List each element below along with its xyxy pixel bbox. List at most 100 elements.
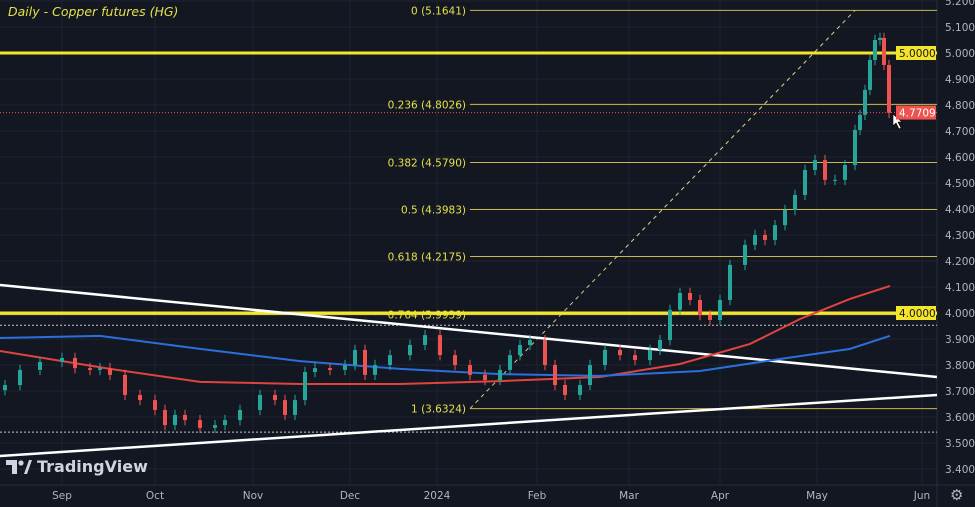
candle-body — [183, 414, 187, 421]
candle-body — [388, 355, 392, 365]
candle — [60, 352, 64, 368]
candle — [773, 219, 777, 246]
gear-icon[interactable]: ⚙ — [950, 486, 964, 504]
candle-body — [18, 369, 22, 386]
candle-body — [60, 357, 64, 362]
candle — [88, 362, 92, 376]
candle — [183, 409, 187, 426]
candle-body — [633, 355, 637, 361]
candle — [753, 229, 757, 251]
candle-body — [843, 165, 847, 180]
candle — [718, 294, 722, 326]
candle-body — [153, 400, 157, 410]
candle-body — [258, 394, 262, 410]
candle-body — [468, 365, 472, 375]
fib-level-label: 0 (5.1641) — [411, 5, 466, 17]
candle — [363, 344, 367, 381]
price-tick-label: 3.9000 — [945, 334, 975, 346]
candle-body — [343, 365, 347, 370]
candle-body — [803, 170, 807, 195]
time-tick-label: Oct — [146, 490, 164, 502]
candle-body — [283, 400, 287, 415]
candle — [313, 362, 317, 378]
candle-body — [887, 64, 891, 113]
candle — [823, 154, 827, 186]
candle-body — [783, 210, 787, 226]
candle-body — [328, 368, 332, 370]
price-tick-label: 3.7000 — [945, 386, 975, 398]
candle-body — [823, 160, 827, 180]
candle-body — [793, 194, 797, 211]
time-tick-label: May — [806, 490, 828, 502]
candle-body — [588, 365, 592, 386]
candle-body — [508, 355, 512, 370]
candle — [213, 419, 217, 434]
candle — [223, 414, 227, 431]
candle — [468, 359, 472, 381]
candle-body — [882, 37, 886, 65]
candle — [668, 304, 672, 346]
candle — [303, 366, 307, 406]
price-tick-label: 4.4000 — [945, 204, 975, 216]
candle-body — [648, 349, 652, 361]
candle — [578, 379, 582, 401]
time-tick-label: Dec — [340, 490, 361, 502]
candle-body — [373, 365, 377, 375]
candle — [618, 344, 622, 361]
candle — [388, 349, 392, 371]
tradingview-logo: TradingView — [6, 457, 148, 476]
candle — [273, 389, 277, 406]
candle — [198, 414, 202, 434]
candle — [173, 409, 177, 431]
candle — [843, 159, 847, 186]
candle — [123, 369, 127, 401]
fib-level-label: 0.382 (4.5790) — [388, 157, 466, 169]
candle-body — [518, 344, 522, 356]
candle — [423, 329, 427, 351]
candle-body — [728, 264, 732, 300]
candle-body — [753, 235, 757, 245]
candle — [728, 259, 732, 306]
candle — [858, 109, 862, 136]
time-tick-label: Feb — [528, 490, 547, 502]
candle-body — [73, 357, 77, 369]
candle-body — [528, 340, 532, 345]
price-tick-label: 5.0000 — [945, 48, 975, 60]
candle — [882, 32, 886, 71]
candle — [238, 404, 242, 426]
candle-body — [213, 425, 217, 428]
fib-level-label: 0.236 (4.8026) — [388, 99, 466, 111]
candle — [163, 404, 167, 431]
candle — [98, 362, 102, 376]
candle — [813, 154, 817, 176]
candle — [833, 174, 837, 186]
candle-body — [858, 114, 862, 130]
candle — [453, 349, 457, 371]
candle-body — [813, 160, 817, 170]
candle — [293, 394, 297, 421]
candle — [343, 359, 347, 376]
candle — [878, 32, 882, 46]
candle-body — [698, 300, 702, 316]
price-tick-label: 4.3000 — [945, 230, 975, 242]
candle — [283, 394, 287, 421]
candle-body — [743, 244, 747, 265]
candle — [258, 389, 262, 416]
candle — [373, 359, 377, 381]
price-tick-label: 4.0000 — [945, 308, 975, 320]
time-tick-label: Nov — [243, 490, 264, 502]
time-tick-label: Mar — [619, 490, 639, 502]
candle-body — [198, 420, 202, 428]
fib-level-label: 0.764 (3.9939) — [388, 310, 466, 322]
candle — [678, 287, 682, 316]
candle-body — [678, 292, 682, 310]
last-price-badge-label: 4.7709 — [899, 108, 936, 120]
moving-average-line — [0, 334, 891, 377]
candle-body — [408, 344, 412, 356]
key-level-badge — [896, 46, 936, 60]
fib-level-label: 0.5 (4.3983) — [401, 204, 466, 216]
candle-body — [3, 385, 7, 391]
candle-body — [853, 129, 857, 166]
candle — [518, 339, 522, 361]
